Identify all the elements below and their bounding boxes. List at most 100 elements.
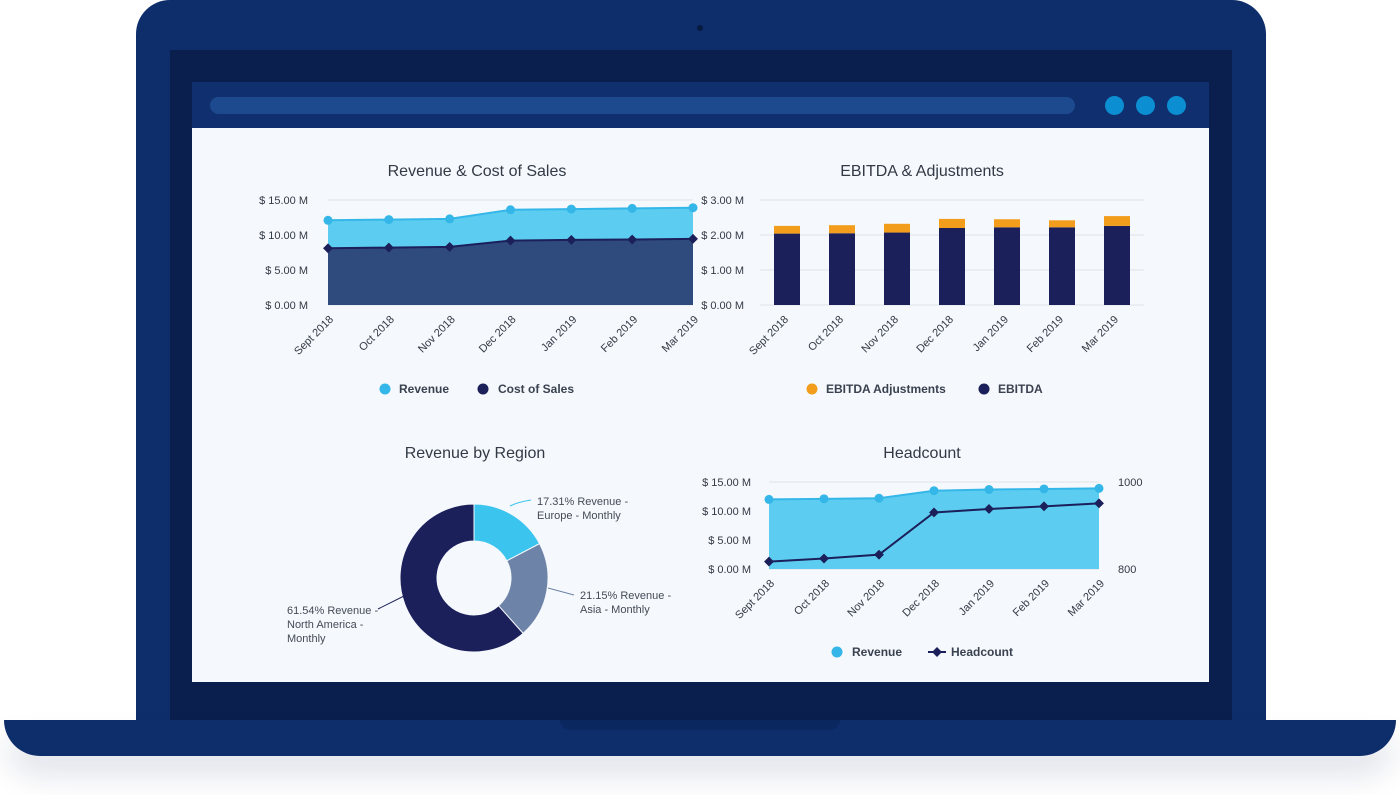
x-tick-label: Nov 2018: [859, 314, 901, 356]
headcount-point: [764, 556, 774, 567]
y-tick-label: $ 1.00 M: [701, 265, 744, 277]
slice-annotation: 17.31% Revenue -: [537, 496, 628, 508]
legend-label[interactable]: Revenue: [852, 645, 902, 659]
slice-annotation: Monthly: [287, 633, 326, 645]
y-tick-label: $ 3.00 M: [701, 195, 744, 207]
revenue-point: [984, 485, 994, 495]
revenue-point: [627, 203, 637, 213]
ebitda-bar: [994, 227, 1020, 305]
revenue-area: [769, 488, 1099, 569]
address-bar[interactable]: [210, 97, 1075, 114]
chart-title: EBITDA & Adjustments: [840, 163, 1004, 180]
window-dot-icon[interactable]: [1105, 96, 1124, 115]
dashboard: Revenue & Cost of Sales $ 15.00 M $ 10.00…: [192, 128, 1209, 682]
x-tick-label: Jan 2019: [971, 314, 1011, 354]
ebitda-bar: [939, 228, 965, 305]
headcount-chart: Headcount $ 15.00 M $ 10.00 M $ 5.00 M $ 0.…: [702, 445, 1142, 659]
annotation-asia: 21.15% Revenue - Asia - Monthly: [580, 590, 671, 616]
legend-label[interactable]: EBITDA: [998, 382, 1043, 396]
x-tick-label: Jan 2019: [539, 314, 579, 354]
y-tick-label: $ 5.00 M: [265, 265, 308, 277]
window-dot-icon[interactable]: [1136, 96, 1155, 115]
adjustments-bar: [1049, 220, 1075, 228]
x-tick-label: Mar 2019: [1080, 314, 1121, 355]
x-tick-label: Nov 2018: [845, 578, 887, 620]
slice-annotation: North America -: [287, 619, 364, 631]
legend-label[interactable]: Cost of Sales: [498, 382, 574, 396]
legend-revenue-icon: [379, 383, 391, 395]
x-tick-label: Feb 2019: [1025, 314, 1066, 355]
ebitda-bar: [774, 233, 800, 305]
legend-label[interactable]: Revenue: [399, 382, 449, 396]
leader-line: [547, 587, 575, 596]
legend: Revenue Headcount: [831, 645, 1013, 659]
revenue-point: [1039, 484, 1049, 494]
cost-point: [383, 242, 394, 253]
cost-point: [627, 234, 638, 245]
adjustments-bar: [994, 219, 1020, 228]
headcount-plot: $ 15.00 M $ 10.00 M $ 5.00 M $ 0.00 M 1000 80…: [702, 477, 1142, 622]
slice-annotation: 21.15% Revenue -: [580, 590, 671, 602]
ebitda-bar: [1049, 227, 1075, 305]
x-tick-label: Oct 2018: [792, 578, 832, 618]
revenue-point: [445, 214, 455, 224]
legend-revenue-icon: [831, 646, 843, 658]
x-tick-label: Oct 2018: [806, 314, 846, 354]
annotation-europe: 17.31% Revenue - Europe - Monthly: [537, 496, 628, 522]
revenue-point: [566, 204, 576, 214]
adjustments-bar: [939, 218, 965, 228]
y2-tick-label: 800: [1118, 564, 1136, 576]
slice-annotation: 61.54% Revenue -: [287, 605, 378, 617]
cost-area: [328, 238, 693, 305]
adjustments-bar: [774, 225, 800, 234]
cost-point: [444, 241, 455, 252]
headcount-point: [929, 507, 939, 518]
revenue-cost-chart: Revenue & Cost of Sales $ 15.00 M $ 10.00…: [259, 163, 701, 396]
cost-point: [688, 233, 698, 244]
adjustments-bar: [829, 225, 855, 234]
browser-window: Revenue & Cost of Sales $ 15.00 M $ 10.00…: [192, 82, 1209, 682]
ebitda-bar: [829, 233, 855, 305]
x-tick-label: Feb 2019: [1011, 578, 1052, 619]
x-tick-label: Oct 2018: [357, 314, 397, 354]
chart-title: Headcount: [883, 445, 961, 462]
x-tick-label: Mar 2019: [660, 314, 701, 355]
revenue-point: [874, 493, 884, 503]
legend-headcount-marker-icon: [932, 647, 942, 657]
ebitda-bar: [884, 232, 910, 305]
revenue-point: [384, 215, 394, 225]
headcount-point: [1039, 501, 1049, 512]
headcount-point: [874, 549, 884, 560]
revenue-point: [1094, 483, 1104, 493]
revenue-point: [688, 203, 698, 213]
chart-title: Revenue by Region: [405, 445, 546, 462]
legend-adjustments-icon: [806, 383, 818, 395]
ebitda-bar: [1104, 225, 1130, 305]
window-dot-icon[interactable]: [1167, 96, 1186, 115]
legend-label[interactable]: EBITDA Adjustments: [826, 382, 946, 396]
leader-line: [509, 499, 532, 507]
legend-label[interactable]: Headcount: [951, 645, 1013, 659]
slice-annotation: Asia - Monthly: [580, 604, 650, 616]
revenue-point: [506, 205, 515, 215]
donut-plot: [377, 499, 575, 653]
leader-line: [377, 595, 405, 610]
legend-cost-icon: [477, 383, 489, 395]
chart-title: Revenue & Cost of Sales: [388, 163, 567, 180]
annotation-north-america: 61.54% Revenue - North America - Monthly: [287, 605, 378, 645]
legend-ebitda-icon: [978, 383, 990, 395]
y-tick-label: $ 0.00 M: [708, 564, 751, 576]
headcount-point: [819, 553, 829, 564]
y-tick-label: $ 10.00 M: [702, 506, 751, 518]
y-tick-label: $ 15.00 M: [702, 477, 751, 489]
revenue-point: [929, 486, 939, 496]
adjustments-bar: [884, 223, 910, 233]
ebitda-chart: EBITDA & Adjustments $ 3.00 M $ 2.00 M $ 1…: [701, 163, 1144, 396]
y-tick-label: $ 10.00 M: [259, 230, 308, 242]
donut-slice: [399, 503, 524, 653]
x-tick-label: Dec 2018: [900, 578, 942, 620]
cost-point: [323, 243, 333, 254]
x-tick-label: Sept 2018: [292, 314, 336, 358]
slice-annotation: Europe - Monthly: [537, 510, 621, 522]
